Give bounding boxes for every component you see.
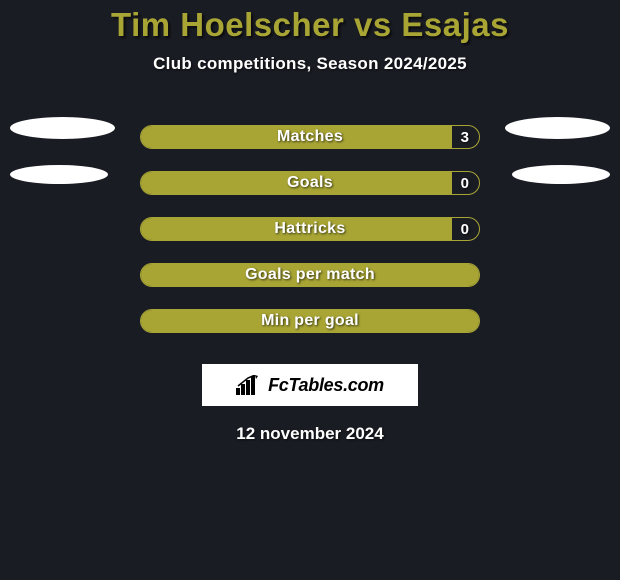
comparison-subtitle: Club competitions, Season 2024/2025 xyxy=(0,54,620,74)
player-right-oval xyxy=(512,165,610,184)
stat-label: Goals xyxy=(287,174,333,192)
player-right-oval xyxy=(505,117,610,139)
stat-value: 0 xyxy=(461,221,469,238)
stat-rows: Matches 3 Goals 0 Hattricks 0 Goals per match M… xyxy=(0,114,620,344)
stat-label: Matches xyxy=(277,128,343,146)
stat-label: Goals per match xyxy=(245,266,375,284)
stat-value: 3 xyxy=(461,129,469,146)
player-left-oval xyxy=(10,117,115,139)
stat-label: Hattricks xyxy=(274,220,345,238)
stat-label: Min per goal xyxy=(261,312,359,330)
stat-bar: Matches 3 xyxy=(140,125,480,149)
stat-row: Matches 3 xyxy=(0,114,620,160)
stat-bar: Min per goal xyxy=(140,309,480,333)
stat-bar: Goals 0 xyxy=(140,171,480,195)
logo-text: FcTables.com xyxy=(268,375,384,396)
stat-value: 0 xyxy=(461,175,469,192)
stat-row: Min per goal xyxy=(0,298,620,344)
player-left-oval xyxy=(10,165,108,184)
stat-row: Hattricks 0 xyxy=(0,206,620,252)
stat-bar: Goals per match xyxy=(140,263,480,287)
stat-row: Goals 0 xyxy=(0,160,620,206)
stat-bar: Hattricks 0 xyxy=(140,217,480,241)
logo-box: FcTables.com xyxy=(202,364,418,406)
snapshot-date: 12 november 2024 xyxy=(0,424,620,444)
bars-icon xyxy=(236,375,262,395)
comparison-title: Tim Hoelscher vs Esajas xyxy=(0,0,620,44)
stat-row: Goals per match xyxy=(0,252,620,298)
